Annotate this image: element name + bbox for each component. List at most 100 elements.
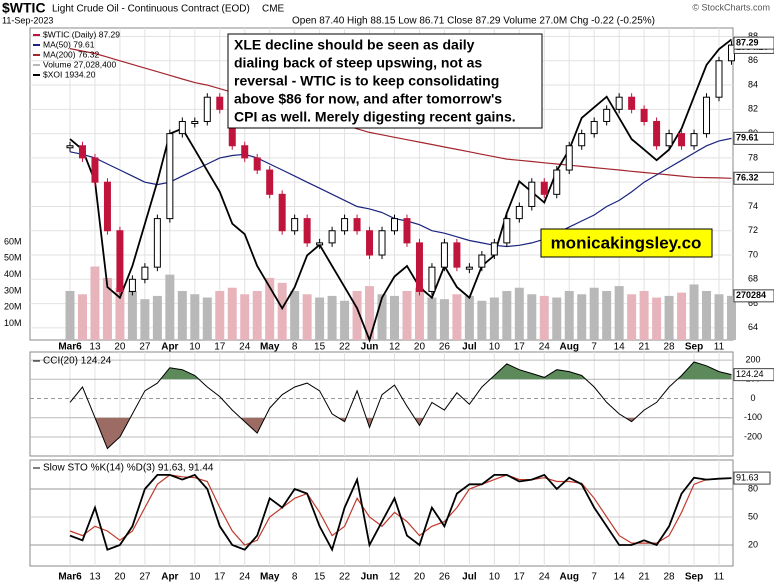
candle	[278, 193, 286, 232]
y-tick-label: -200	[744, 431, 762, 441]
volume-bar	[527, 294, 537, 340]
y-tick-label: 68	[748, 274, 758, 284]
candle	[440, 242, 448, 268]
x-tick-label: 26	[439, 342, 451, 353]
candle	[640, 108, 648, 122]
candle	[628, 96, 636, 110]
x-tick-label: 15	[314, 342, 326, 353]
last-value-label: 79.61	[736, 133, 759, 143]
x-tick-label: Sep	[685, 572, 703, 583]
last-value-label: 124.24	[736, 369, 764, 379]
x-tick-label: 10	[189, 342, 201, 353]
candle	[316, 242, 324, 246]
volume-bar	[165, 274, 175, 340]
volume-bar	[327, 295, 337, 340]
volume-tick-label: 60M	[4, 236, 22, 246]
last-value-box	[733, 36, 774, 50]
volume-bar	[177, 290, 187, 340]
x-tick-label: Jun	[361, 572, 379, 583]
legend-entry: Volume 27,028,400	[43, 59, 117, 69]
volume-bar	[677, 292, 687, 340]
volume-bar	[152, 295, 162, 340]
candle	[703, 96, 711, 135]
volume-bar	[602, 290, 612, 340]
x-tick-label: 24	[239, 572, 251, 583]
last-value-box	[733, 471, 771, 485]
last-value-label: 91.63	[736, 472, 759, 482]
x-tick-label: 28	[664, 342, 676, 353]
volume-bar	[577, 294, 587, 340]
x-tick-label: Apr	[161, 342, 178, 353]
legend-entry: $XOI 1934.20	[43, 69, 96, 79]
volume-tick-label: 20M	[4, 302, 22, 312]
x-tick-label: 20	[414, 342, 426, 353]
last-value-label: 87.29	[736, 37, 759, 47]
volume-bar	[140, 299, 150, 340]
credit: © StockCharts.com	[692, 2, 770, 12]
candle	[353, 218, 361, 232]
volume-bar	[664, 295, 674, 340]
x-tick-label: 11	[714, 342, 725, 353]
x-tick-label: Apr	[161, 572, 178, 583]
x-tick-label: 11	[714, 572, 725, 583]
candle	[528, 181, 536, 207]
volume-tick-label: 40M	[4, 269, 22, 279]
candle	[715, 60, 723, 98]
sto-d-line	[69, 474, 732, 546]
panel-title: CCI(20) 124.24	[43, 356, 112, 367]
volume-bar	[352, 290, 362, 340]
volume-bar	[726, 295, 736, 340]
volume-bar	[502, 290, 512, 340]
volume-bar	[290, 290, 300, 340]
watermark-box	[540, 228, 713, 258]
candle	[341, 218, 349, 232]
legend-entry: $WTIC (Daily) 87.29	[43, 29, 120, 39]
candle	[428, 266, 436, 292]
watermark: monicakingsley.co	[551, 233, 702, 252]
x-tick-label: Mar6	[58, 572, 82, 583]
x-tick-label: 14	[614, 572, 626, 583]
y-tick-label: 88	[748, 31, 758, 41]
y-tick-label: 20	[748, 539, 758, 549]
last-value-box	[733, 368, 774, 382]
candle	[253, 157, 261, 171]
candle	[678, 133, 686, 147]
volume-bar	[277, 282, 287, 340]
panel-title: Slow STO %K(14) %D(3) 91.63, 91.44	[43, 463, 214, 474]
volume-bar	[452, 294, 462, 340]
exchange: CME	[262, 4, 285, 15]
symbol: $WTIC	[2, 0, 46, 16]
volume-tick-label: 30M	[4, 285, 22, 295]
x-tick-label: 27	[139, 342, 151, 353]
x-tick-label: Jun	[361, 342, 379, 353]
candle	[578, 133, 586, 147]
volume-bar	[365, 286, 375, 340]
legend-entry: MA(200) 76.32	[43, 49, 99, 59]
candle	[203, 96, 211, 122]
candle	[540, 181, 548, 195]
y-tick-label: -100	[744, 412, 762, 422]
x-tick-label: 17	[214, 342, 226, 353]
candle	[103, 181, 111, 232]
y-tick-label: 66	[748, 298, 758, 308]
x-tick-label: 13	[89, 572, 101, 583]
volume-bar	[340, 300, 350, 340]
y-tick-label: 64	[748, 322, 758, 332]
candle	[403, 218, 411, 244]
annotation-line: above $86 for now, and after tomorrow's	[234, 91, 502, 107]
candle	[241, 145, 249, 159]
candle	[153, 218, 161, 268]
volume-bar	[65, 290, 75, 340]
candle	[91, 157, 99, 183]
volume-bar	[652, 297, 662, 340]
volume-bar	[315, 297, 325, 340]
date: 11-Sep-2023	[2, 15, 53, 25]
x-tick-label: 7	[591, 342, 597, 353]
annotation-box	[227, 33, 543, 129]
candle	[191, 120, 199, 124]
x-tick-label: May	[260, 342, 280, 353]
volume-bar	[714, 294, 724, 340]
candle	[553, 169, 561, 195]
x-tick-label: 26	[439, 572, 451, 583]
